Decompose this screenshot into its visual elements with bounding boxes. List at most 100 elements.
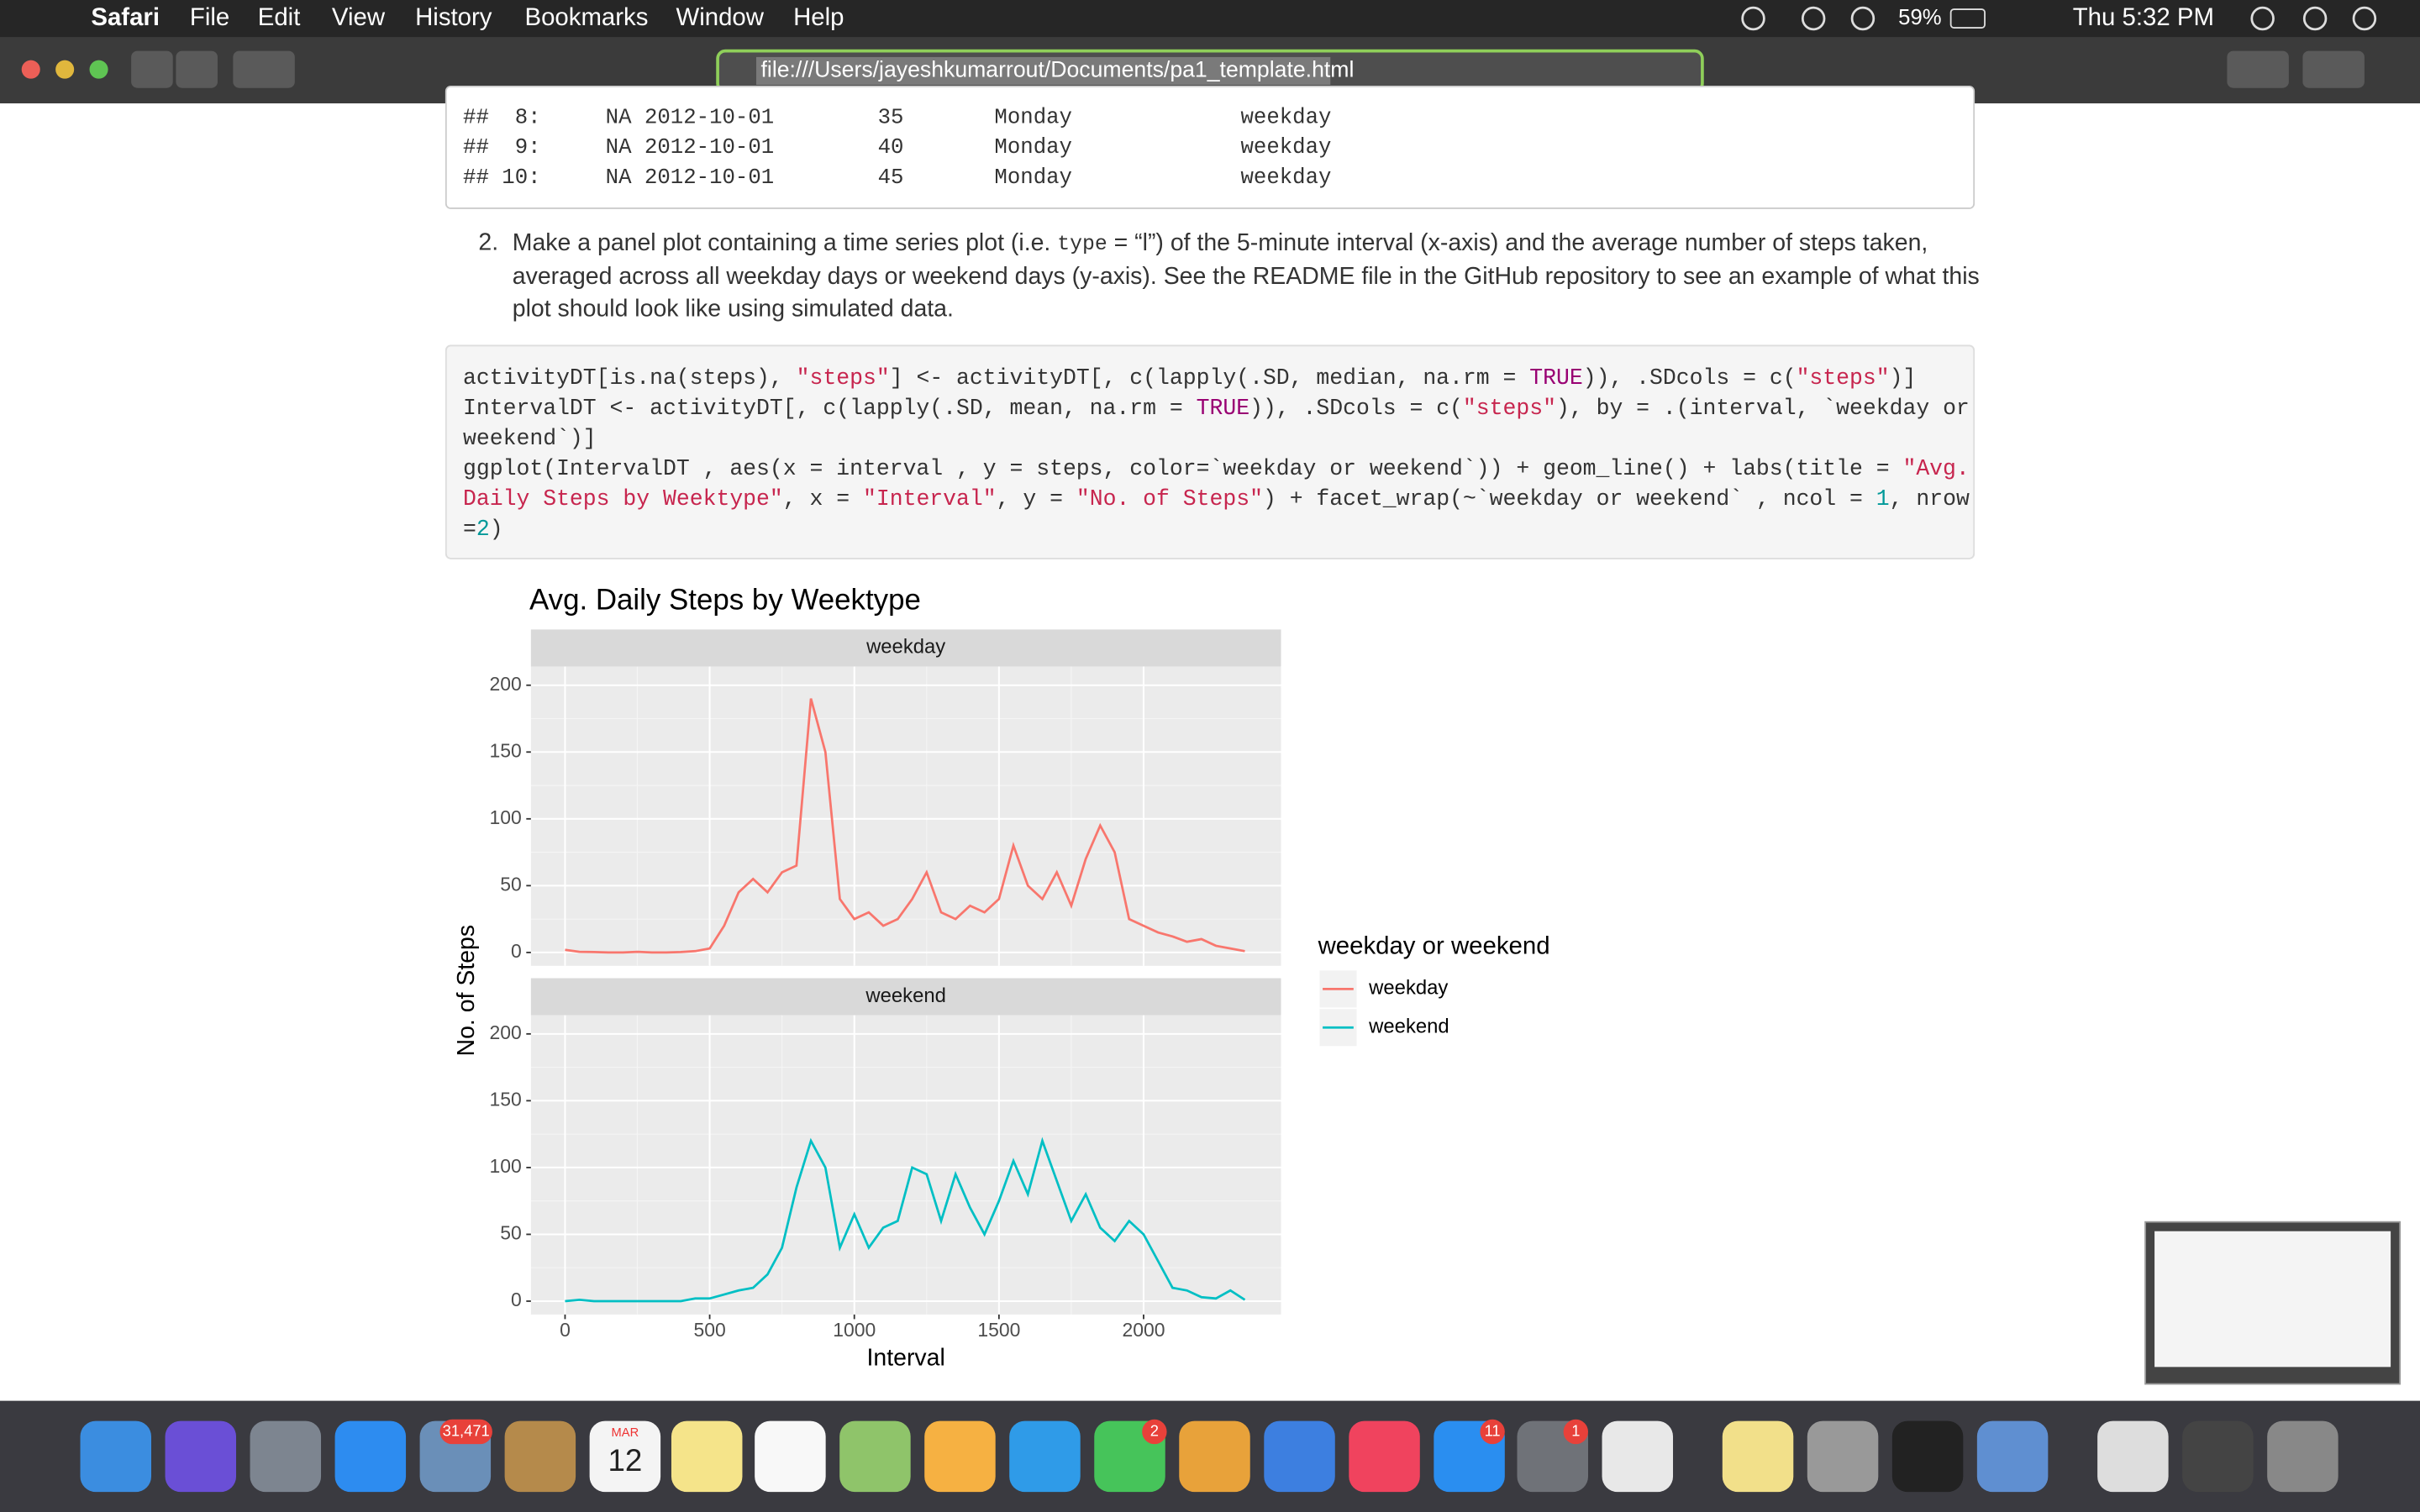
menu-item[interactable]: Bookmarks — [524, 3, 648, 31]
zoom-button[interactable] — [89, 60, 108, 79]
y-tick-label: 50 — [500, 873, 522, 895]
status-icon[interactable] — [2250, 6, 2275, 31]
dock-icon[interactable] — [1891, 1420, 1964, 1493]
code-token: ), by = .(interval, `weekday or — [1556, 396, 1970, 421]
facet-strip — [530, 629, 1281, 667]
dock-badge — [439, 1419, 492, 1445]
code-token: TRUE — [1529, 365, 1582, 391]
code-token: , nrow — [1890, 486, 1970, 512]
dock-icon[interactable] — [1179, 1420, 1250, 1493]
dock-icon[interactable] — [839, 1420, 911, 1493]
status-icon[interactable] — [2352, 6, 2377, 31]
dock-icon[interactable] — [755, 1420, 826, 1493]
code-token: )), .SDcols = c( — [1583, 365, 1797, 391]
code-token: activityDT[is.na(steps), — [463, 365, 797, 391]
dock-badge — [1142, 1419, 1167, 1445]
url[interactable]: file:///Users/jayeshkumarrout/Documents/… — [761, 57, 1355, 82]
menu-item[interactable]: View — [332, 3, 386, 31]
thumbnail-preview — [2154, 1231, 2391, 1368]
minimize-button[interactable] — [55, 60, 75, 79]
menu-item[interactable]: File — [190, 3, 229, 31]
dock-icon[interactable] — [165, 1420, 237, 1493]
dock-icon[interactable] — [334, 1420, 407, 1493]
code-token: 2 — [476, 517, 490, 542]
back-button[interactable] — [131, 50, 173, 88]
tabs-button[interactable] — [2302, 50, 2365, 88]
clock[interactable]: Thu 5:32 PM — [2073, 3, 2214, 31]
forward-button[interactable] — [176, 50, 218, 88]
dock-icon[interactable] — [1807, 1420, 1879, 1493]
menu-item[interactable]: History — [415, 3, 492, 31]
list-line: averaged across all weekday days or week… — [513, 263, 1980, 290]
code-token: "Interval" — [863, 486, 997, 512]
status-icon — [1741, 6, 1765, 31]
line-series — [565, 698, 1245, 954]
dock-icon[interactable] — [250, 1420, 322, 1493]
battery-icon — [1949, 8, 1986, 29]
output-line: ## 10: NA 2012-10-01 45 Monday weekday — [463, 165, 1331, 190]
inline-code: type — [1057, 233, 1107, 256]
dock-icon[interactable] — [1349, 1420, 1420, 1493]
code-line: Daily Steps by Weektype", x = "Interval"… — [463, 486, 1970, 512]
y-tick-label: 150 — [490, 739, 522, 761]
dock-icon[interactable] — [1009, 1420, 1081, 1493]
output-line: ## 8: NA 2012-10-01 35 Monday weekday — [463, 105, 1331, 129]
text-run: Make a panel plot containing a time seri… — [513, 229, 1057, 256]
sidebar-button[interactable] — [233, 50, 295, 88]
dock-icon[interactable] — [1602, 1420, 1674, 1493]
output-block — [445, 85, 1975, 209]
x-tick-label: 500 — [693, 1319, 725, 1341]
dock-icon[interactable] — [504, 1420, 576, 1493]
dock-icon[interactable] — [2097, 1420, 2169, 1493]
dock-icon[interactable] — [2267, 1420, 2338, 1493]
code-token: , x = — [783, 486, 863, 512]
code-token: , y = — [997, 486, 1076, 512]
y-tick-label: 100 — [490, 806, 522, 828]
dock-icon[interactable] — [924, 1420, 996, 1493]
app-menu[interactable]: Safari — [91, 3, 160, 31]
text-run: = “l”) of the 5-minute interval (x-axis)… — [1107, 229, 1928, 256]
code-line: activityDT[is.na(steps), "steps"] <- act… — [463, 365, 1916, 391]
legend-label: weekday — [1368, 977, 1448, 1000]
code-token: 1 — [1876, 486, 1890, 512]
facet-label: weekend — [865, 984, 946, 1007]
y-tick-label: 0 — [511, 1289, 522, 1310]
dock-icon[interactable] — [1722, 1420, 1794, 1493]
x-axis-label: Interval — [867, 1345, 945, 1372]
code-token: IntervalDT <- activityDT[, c(lapply(.SD,… — [463, 396, 1197, 421]
menu-item[interactable]: Help — [793, 3, 844, 31]
code-token: Daily Steps by Weektype" — [463, 486, 783, 512]
dock-icon[interactable] — [589, 1420, 661, 1493]
y-axis-label: No. of Steps — [453, 925, 480, 1057]
battery-percent: 59% — [1898, 6, 1941, 29]
line-series — [565, 1137, 1246, 1303]
x-tick-label: 1000 — [833, 1319, 876, 1341]
dock-icon[interactable] — [80, 1420, 151, 1493]
status-icon — [1850, 6, 1876, 31]
code-token: TRUE — [1197, 396, 1249, 421]
dock-icon[interactable] — [1264, 1420, 1335, 1493]
dock-icon[interactable] — [671, 1420, 743, 1493]
dock-icon[interactable] — [1976, 1420, 2049, 1493]
menu-bar — [0, 0, 2420, 38]
list-line: plot should look like using simulated da… — [513, 296, 954, 323]
dock-icon[interactable] — [2182, 1420, 2254, 1493]
menu-item[interactable]: Window — [676, 3, 764, 31]
code-token: "steps" — [797, 365, 890, 391]
list-line: Make a panel plot containing a time seri… — [513, 229, 1928, 256]
menu-item[interactable]: Edit — [258, 3, 301, 31]
code-token: "steps" — [1797, 365, 1890, 391]
share-button[interactable] — [2227, 50, 2289, 88]
legend-label: weekend — [1368, 1016, 1449, 1038]
status-icon[interactable] — [2302, 6, 2328, 31]
close-button[interactable] — [21, 60, 40, 79]
code-token: ) — [490, 517, 503, 542]
code-token: "No. of Steps" — [1076, 486, 1263, 512]
output-line: ## 9: NA 2012-10-01 40 Monday weekday — [463, 135, 1331, 160]
y-tick-label: 150 — [490, 1088, 522, 1110]
legend-title: weekday or weekend — [1318, 932, 1550, 960]
code-token: = — [463, 517, 476, 542]
dock-badge-count: 1 — [1571, 1421, 1580, 1439]
